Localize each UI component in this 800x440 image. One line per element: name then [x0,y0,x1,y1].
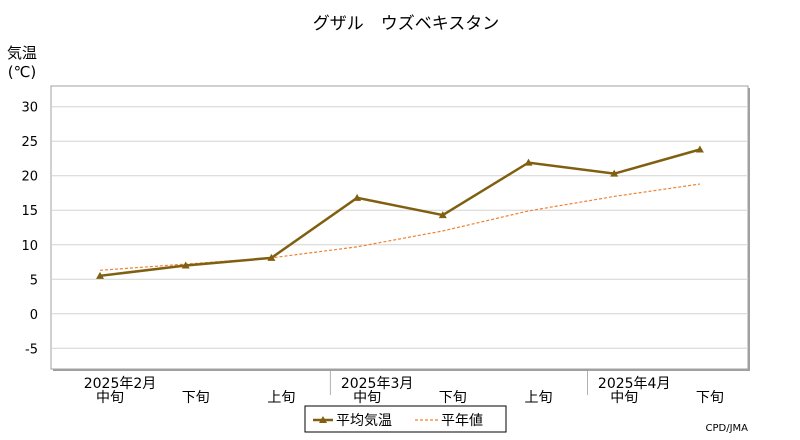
x-tick-label: 下旬 [182,390,210,406]
x-tick-label: 上旬 [267,390,295,406]
y-axis-unit: (℃) [8,63,37,81]
x-tick-label: 中旬 [353,390,381,406]
grid-lines [51,106,748,349]
y-tick-label: 0 [30,308,38,323]
series-line-average [99,148,701,278]
legend: 平均気温 平年値 [304,405,507,433]
data-point-marker [695,145,704,153]
y-tick-label: 30 [21,101,38,116]
y-tick-label: -5 [25,342,38,357]
month-label: 2025年4月 [598,376,671,392]
y-tick-label: 25 [21,135,38,150]
data-point-marker [610,169,619,177]
data-point-marker [267,253,276,261]
x-tick-label: 上旬 [525,390,553,406]
plot-background [50,85,749,370]
x-tick-label: 中旬 [610,390,638,406]
data-point-marker [524,158,533,166]
x-tick-label: 中旬 [96,390,124,406]
y-tick-label: 5 [30,273,38,288]
data-point-marker [181,261,190,269]
source-credit: CPD/JMA [706,423,749,434]
month-label: 2025年3月 [341,376,414,392]
series-layer [96,145,704,279]
legend-label-average: 平均気温 [336,413,392,429]
x-tick-label: 下旬 [696,390,724,406]
legend-box [304,405,507,433]
chart-title: グザル ウズベキスタン [313,14,500,34]
legend-label-normal: 平年値 [441,413,483,429]
y-axis: -5 0 5 10 15 20 25 30 [21,101,38,358]
x-axis: 中旬 下旬 上旬 中旬 下旬 上旬 中旬 下旬 2025年2月 2025年3月 2025年4月 [84,371,724,406]
data-point-marker [438,211,447,219]
y-tick-label: 20 [21,170,38,185]
x-tick-label: 下旬 [439,390,467,406]
legend-marker-average [319,416,327,423]
month-label: 2025年2月 [84,376,157,392]
y-tick-label: 10 [21,239,38,254]
y-axis-label: 気温 [7,44,37,62]
y-tick-label: 15 [21,204,38,219]
plot-area [50,85,750,371]
data-point-marker [353,193,362,201]
data-point-marker [96,271,104,279]
